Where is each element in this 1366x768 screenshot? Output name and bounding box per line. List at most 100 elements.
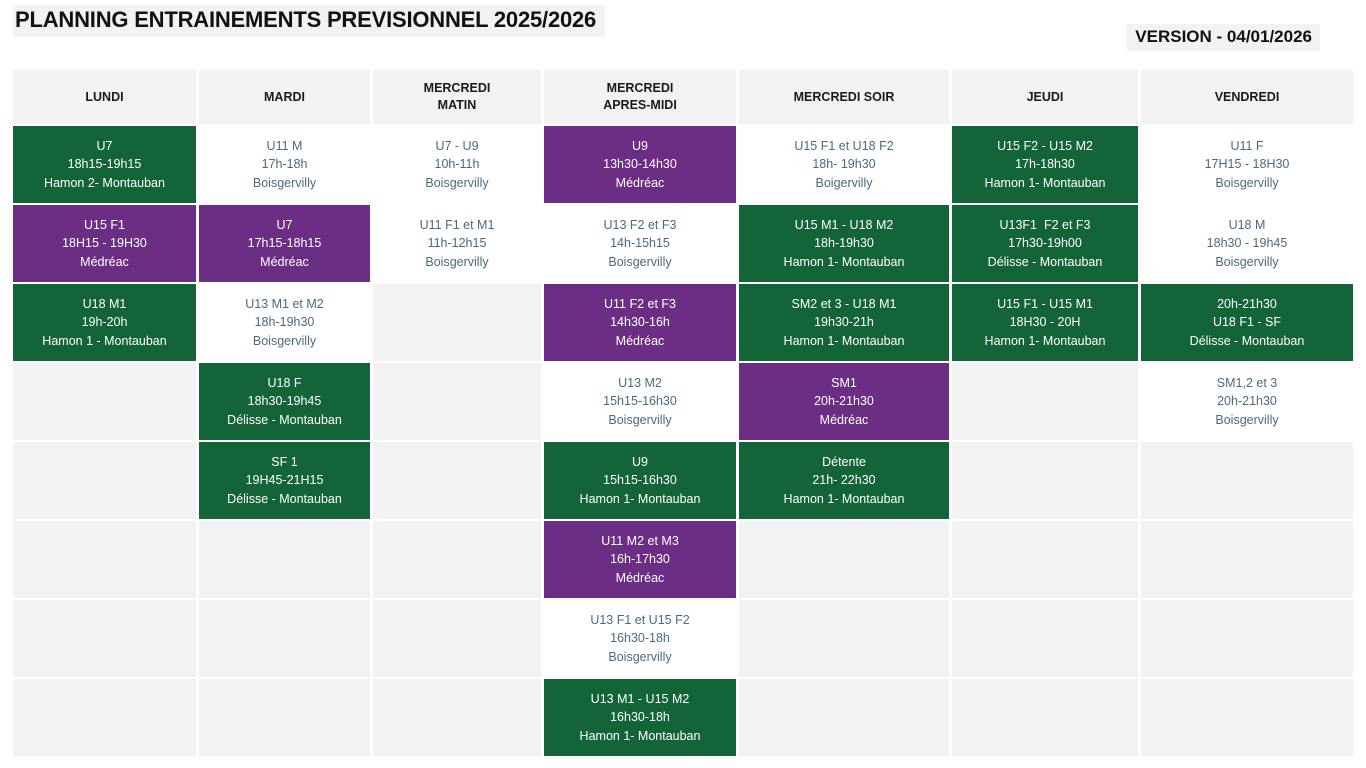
empty-cell [1141, 679, 1353, 756]
session-cell-line: Boisgervilly [425, 254, 489, 269]
session-cell-line: Médréac [615, 333, 665, 348]
session-cell: U7 18h15-19h15 Hamon 2- Montauban [13, 126, 196, 203]
session-cell-line: SM1,2 et 3 [1216, 375, 1278, 390]
session-cell-line: 17h-18h30 [1015, 157, 1075, 172]
session-cell-line: 18H30 - 20H [1009, 315, 1081, 330]
empty-cell [1141, 442, 1353, 519]
session-cell: U15 F1 18H15 - 19H30 Médréac [13, 205, 196, 282]
session-cell-line: Hamon 1- Montauban [783, 254, 905, 269]
session-cell: U11 M2 et M3 16h-17h30 Médréac [544, 521, 736, 598]
session-cell: U13 F1 et U15 F2 16h30-18h Boisgervilly [544, 600, 736, 677]
session-cell: U18 F 18h30-19h45 Délisse - Montauban [199, 363, 370, 440]
session-cell-line: 10h-11h [434, 157, 480, 172]
session-cell-line: 18h15-19h15 [67, 157, 142, 172]
session-cell-line: U18 F1 - SF [1212, 315, 1282, 330]
session-cell-line: 14h-15h15 [610, 236, 670, 251]
session-cell-line: U11 F1 et M1 [419, 217, 495, 232]
session-cell-line: Boigervilly [815, 175, 873, 190]
session-cell-line: 17h30-19h00 [1008, 236, 1082, 251]
session-cell-line: Hamon 1 - Montauban [42, 333, 167, 348]
empty-cell [199, 679, 370, 756]
session-cell: U15 F1 - U15 M1 18H30 - 20H Hamon 1- Monta… [952, 284, 1138, 361]
session-cell-line: Détente [822, 454, 866, 469]
session-cell-line: U9 [632, 138, 648, 153]
session-cell: SF 1 19H45-21H15 Délisse - Montauban [199, 442, 370, 519]
session-cell: Détente 21h- 22h30 Hamon 1- Montauban [739, 442, 949, 519]
session-cell-line: Hamon 1- Montauban [984, 333, 1106, 348]
session-cell-line: Délisse - Montauban [227, 412, 342, 427]
session-cell: U13F1 F2 et F3 17h30-19h00 Délisse - Monta… [952, 205, 1138, 282]
session-cell-line: SF 1 [271, 454, 298, 469]
session-cell-line: Boisgervilly [425, 175, 489, 190]
page-title: PLANNING ENTRAINEMENTS PREVISIONNEL 2025… [13, 5, 606, 37]
session-cell-line: U15 F1 - U15 M1 [997, 296, 1093, 311]
session-cell-line: U15 M1 - U18 M2 [794, 217, 894, 232]
empty-cell [13, 600, 196, 677]
empty-cell [373, 521, 541, 598]
session-cell-line: Délisse - Montauban [987, 254, 1103, 269]
session-cell-line: Hamon 2- Montauban [44, 175, 165, 190]
column-header-mercredi-soir: MERCREDI SOIR [739, 70, 949, 124]
session-cell-line: 16h30-18h [610, 710, 670, 725]
column-header-vendredi: VENDREDI [1141, 70, 1353, 124]
session-cell-line: SM2 et 3 - U18 M1 [791, 296, 897, 311]
session-cell: U11 M 17h-18h Boisgervilly [199, 126, 370, 203]
empty-cell [373, 600, 541, 677]
session-cell-line: 19h-20h [81, 315, 128, 330]
session-cell-line: 13h30-14h30 [603, 157, 677, 172]
session-cell-line: U15 F1 et U18 F2 [794, 138, 894, 153]
session-cell: U13 M1 - U15 M2 16h30-18h Hamon 1- Montaub… [544, 679, 736, 756]
session-cell: U13 F2 et F3 14h-15h15 Boisgervilly [544, 205, 736, 282]
session-cell-line: Délisse - Montauban [227, 491, 342, 506]
session-cell-line: U18 F [267, 375, 302, 390]
session-cell-line: 11h-12h15 [427, 236, 487, 251]
session-cell: 20h-21h30 U18 F1 - SF Délisse - Montauban [1141, 284, 1353, 361]
session-cell: SM2 et 3 - U18 M1 19h30-21h Hamon 1- Monta… [739, 284, 949, 361]
session-cell-line: 21h- 22h30 [812, 473, 876, 488]
empty-cell [739, 679, 949, 756]
column-header-mercredi-matin: MERCREDI MATIN [373, 70, 541, 124]
empty-cell [739, 521, 949, 598]
empty-cell [952, 521, 1138, 598]
session-cell-line: U7 [96, 138, 113, 153]
session-cell-line: U7 [276, 217, 293, 232]
empty-cell [952, 442, 1138, 519]
session-cell: U11 F1 et M1 11h-12h15 Boisgervilly [373, 205, 541, 282]
empty-cell [952, 600, 1138, 677]
session-cell-line: 14h30-16h [610, 315, 670, 330]
session-cell-line: 17h15-18h15 [247, 236, 322, 251]
session-cell: U9 15h15-16h30 Hamon 1- Montauban [544, 442, 736, 519]
session-cell-line: Boisgervilly [1215, 175, 1279, 190]
session-cell-line: U11 F [1230, 138, 1264, 153]
column-header-jeudi: JEUDI [952, 70, 1138, 124]
session-cell-line: 18H15 - 19H30 [62, 236, 147, 251]
session-cell-line: Boisgervilly [1215, 412, 1279, 427]
session-cell-line: U18 M1 [82, 296, 127, 311]
session-cell-line: Médréac [260, 254, 309, 269]
session-cell-line: U11 M [266, 138, 303, 153]
session-cell-line: 18h-19h30 [254, 315, 315, 330]
session-cell-line: 16h-17h30 [610, 552, 670, 567]
empty-cell [373, 363, 541, 440]
column-header-lundi: LUNDI [13, 70, 196, 124]
empty-cell [13, 363, 196, 440]
session-cell-line: Médréac [819, 412, 869, 427]
session-cell-line: 20h-21h30 [814, 394, 874, 409]
session-cell: U18 M 18h30 - 19h45 Boisgervilly [1141, 205, 1353, 282]
session-cell-line: Boisgervilly [1215, 254, 1279, 269]
session-cell: U7 - U9 10h-11h Boisgervilly [373, 126, 541, 203]
session-cell-line: U18 M [1228, 217, 1266, 232]
session-cell-line: Hamon 1- Montauban [783, 333, 905, 348]
session-cell-line: U11 F2 et F3 [603, 296, 677, 311]
session-cell-line: Hamon 1- Montauban [984, 175, 1106, 190]
empty-cell [13, 442, 196, 519]
empty-cell [13, 679, 196, 756]
empty-cell [952, 363, 1138, 440]
session-cell: U15 F2 - U15 M2 17h-18h30 Hamon 1- Montaub… [952, 126, 1138, 203]
session-cell-line: U15 F1 [84, 217, 125, 232]
session-cell: U11 F2 et F3 14h30-16h Médréac [544, 284, 736, 361]
session-cell-line: Boisgervilly [252, 333, 317, 348]
session-cell-line: Hamon 1- Montauban [579, 491, 701, 506]
session-cell-line: 18h- 19h30 [812, 157, 876, 172]
